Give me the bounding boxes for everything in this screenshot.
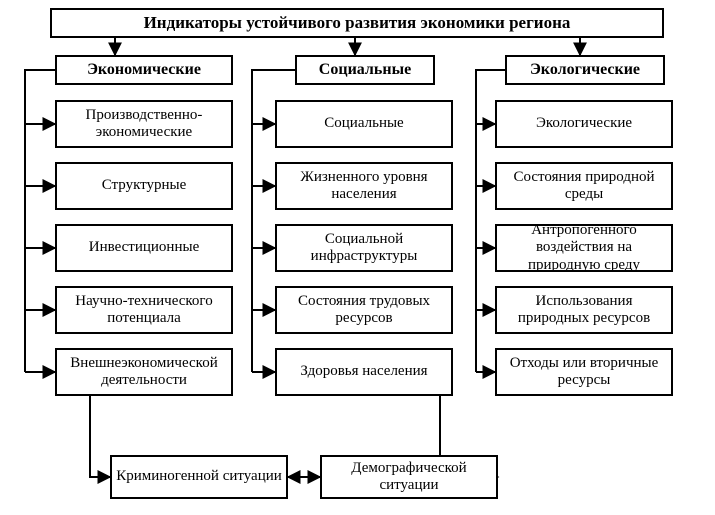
bottom-right-box: Демографической ситуации: [320, 455, 498, 499]
soc-item-1: Социальные: [275, 100, 453, 148]
econ-header: Экономические: [55, 55, 233, 85]
soc-item-4: Состояния трудовых ресурсов: [275, 286, 453, 334]
diagram-title: Индикаторы устойчивого развития экономик…: [50, 8, 664, 38]
econ-item-2: Структурные: [55, 162, 233, 210]
ecol-header-label: Экологические: [530, 61, 640, 79]
econ-item-3: Инвестиционные: [55, 224, 233, 272]
econ-item-4-label: Научно-технического потенциала: [61, 293, 227, 328]
econ-item-4: Научно-технического потенциала: [55, 286, 233, 334]
soc-item-5-label: Здоровья населения: [300, 363, 427, 380]
ecol-header: Экологические: [505, 55, 665, 85]
ecol-item-4: Использования природных ресурсов: [495, 286, 673, 334]
ecol-item-4-label: Использования природных ресурсов: [501, 293, 667, 328]
econ-header-label: Экономические: [87, 61, 201, 79]
bottom-right-label: Демографической ситуации: [326, 460, 492, 495]
econ-item-5: Внешнеэкономической деятельности: [55, 348, 233, 396]
soc-item-2: Жизненного уровня населения: [275, 162, 453, 210]
ecol-item-3: Антропогенного воздействия на природную …: [495, 224, 673, 272]
soc-item-5: Здоровья населения: [275, 348, 453, 396]
ecol-item-5: Отходы или вторичные ресурсы: [495, 348, 673, 396]
soc-item-2-label: Жизненного уровня населения: [281, 169, 447, 204]
soc-header: Социальные: [295, 55, 435, 85]
soc-item-4-label: Состояния трудовых ресурсов: [281, 293, 447, 328]
ecol-item-1-label: Экологические: [536, 115, 632, 132]
ecol-item-3-label: Антропогенного воздействия на природную …: [501, 222, 667, 274]
soc-item-1-label: Социальные: [324, 115, 403, 132]
ecol-item-2: Состояния природной среды: [495, 162, 673, 210]
econ-item-2-label: Структурные: [102, 177, 187, 194]
ecol-item-5-label: Отходы или вторичные ресурсы: [501, 355, 667, 390]
soc-item-3: Социальной инфраструктуры: [275, 224, 453, 272]
soc-header-label: Социальные: [319, 61, 411, 79]
title-text: Индикаторы устойчивого развития экономик…: [144, 13, 571, 33]
econ-item-1-label: Производственно-экономические: [61, 107, 227, 142]
bottom-left-label: Криминогенной ситуации: [116, 468, 282, 485]
diagram-stage: Индикаторы устойчивого развития экономик…: [0, 0, 715, 515]
bottom-left-box: Криминогенной ситуации: [110, 455, 288, 499]
econ-item-3-label: Инвестиционные: [89, 239, 199, 256]
ecol-item-1: Экологические: [495, 100, 673, 148]
econ-item-5-label: Внешнеэкономической деятельности: [61, 355, 227, 390]
ecol-item-2-label: Состояния природной среды: [501, 169, 667, 204]
econ-item-1: Производственно-экономические: [55, 100, 233, 148]
soc-item-3-label: Социальной инфраструктуры: [281, 231, 447, 266]
